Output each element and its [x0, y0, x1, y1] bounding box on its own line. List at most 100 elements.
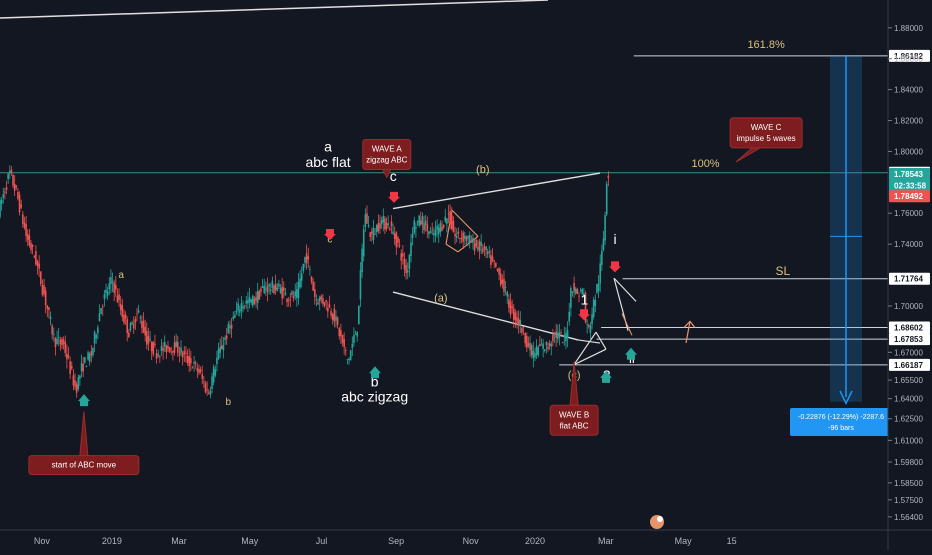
wave-label: 100% [691, 158, 719, 170]
candle-body [108, 283, 111, 290]
candle-body [548, 343, 551, 347]
candle-body [442, 224, 445, 228]
wave-triangle[interactable] [613, 277, 637, 302]
candle-body [532, 351, 535, 359]
candle-body [261, 286, 264, 289]
candle-body [508, 299, 510, 308]
candle-body [84, 357, 86, 363]
wave-label: a [118, 270, 124, 281]
trend-line[interactable] [0, 0, 549, 19]
wave-triangle[interactable] [595, 331, 607, 350]
wave-b-triangle[interactable] [445, 243, 459, 253]
wave-label: i [614, 231, 617, 247]
candle-body [88, 353, 91, 362]
candle-body [35, 251, 37, 265]
candle-body [561, 342, 564, 344]
candle-body [382, 215, 385, 223]
candle-body [596, 284, 598, 293]
candle-body [300, 273, 303, 281]
candle-body [524, 332, 526, 344]
candle-body [568, 311, 571, 322]
candle-body [5, 187, 8, 190]
candle-body [480, 241, 482, 246]
candle-body [103, 294, 106, 299]
candle-body [315, 299, 318, 301]
candle-body [450, 215, 453, 230]
candle-body [248, 296, 251, 303]
candle-body [250, 299, 252, 303]
candle-body [150, 342, 153, 352]
callout-box[interactable] [549, 404, 599, 436]
wave-label: (a) [434, 292, 447, 304]
price-tick-label: 1.76000 [894, 209, 923, 218]
candle-body [457, 231, 460, 235]
candle-body [147, 335, 150, 344]
candle-body [356, 331, 358, 337]
candle-body [22, 214, 24, 224]
candle-body [115, 284, 117, 290]
candle-body [491, 256, 494, 261]
candle-body [483, 246, 486, 249]
candle-body [498, 268, 500, 275]
candle-body [539, 344, 541, 347]
candle-body [534, 353, 536, 358]
candle-body [85, 366, 88, 368]
callout-box[interactable] [28, 455, 140, 476]
price-label-box [889, 167, 930, 180]
wave-triangle[interactable] [573, 331, 597, 366]
candle-body [372, 227, 375, 240]
callout-box[interactable] [362, 139, 412, 171]
candle-body [331, 314, 334, 320]
price-tick-label: 1.59800 [894, 458, 923, 467]
candle-body [224, 337, 226, 340]
candle-body [318, 297, 321, 302]
wave-triangle[interactable] [573, 348, 607, 366]
candle-body [410, 242, 412, 257]
candle-body [199, 369, 202, 372]
down-arrow-marker [388, 191, 400, 203]
candle-body [464, 235, 466, 239]
candle-body [411, 233, 414, 238]
price-label-text: 1.67853 [894, 335, 923, 344]
candle-body [553, 332, 556, 335]
candle-body [123, 314, 125, 323]
callout-tail [382, 169, 392, 179]
measure-info-text: -0.22876 (-12.29%) -2287.6 [798, 414, 884, 421]
candle-body [447, 213, 450, 215]
candle-body [481, 248, 484, 253]
wave-label: SL [776, 264, 791, 278]
channel-upper-line[interactable] [392, 172, 601, 210]
price-tick-label: 1.67000 [894, 348, 923, 357]
candle-body [589, 325, 592, 333]
price-label-text: 1.71764 [894, 275, 923, 284]
callout-box[interactable] [729, 117, 803, 149]
channel-lower-line[interactable] [392, 291, 579, 341]
price-tick-label: 1.80000 [894, 147, 923, 156]
wave-b-triangle[interactable] [451, 209, 479, 237]
candle-body [488, 251, 491, 253]
candle-body [393, 233, 396, 239]
candle-body [106, 291, 109, 296]
candle-body [269, 289, 272, 291]
candle-body [493, 260, 495, 262]
candle-body [118, 294, 120, 301]
candle-body [163, 341, 166, 347]
candle-body [509, 301, 512, 315]
candle-body [333, 308, 336, 322]
wave-triangle[interactable] [621, 313, 633, 336]
candle-body [276, 287, 279, 292]
candle-body [168, 347, 171, 353]
candle-body [542, 343, 544, 349]
candle-body [181, 353, 184, 358]
candle-body [558, 332, 561, 338]
candle-body [455, 235, 458, 238]
candle-body [237, 303, 239, 311]
candle-body [23, 222, 26, 228]
candle-body [137, 310, 140, 313]
candle-body [604, 215, 606, 241]
candle-body [361, 248, 363, 273]
candle-body [398, 245, 401, 246]
candle-body [70, 365, 73, 369]
